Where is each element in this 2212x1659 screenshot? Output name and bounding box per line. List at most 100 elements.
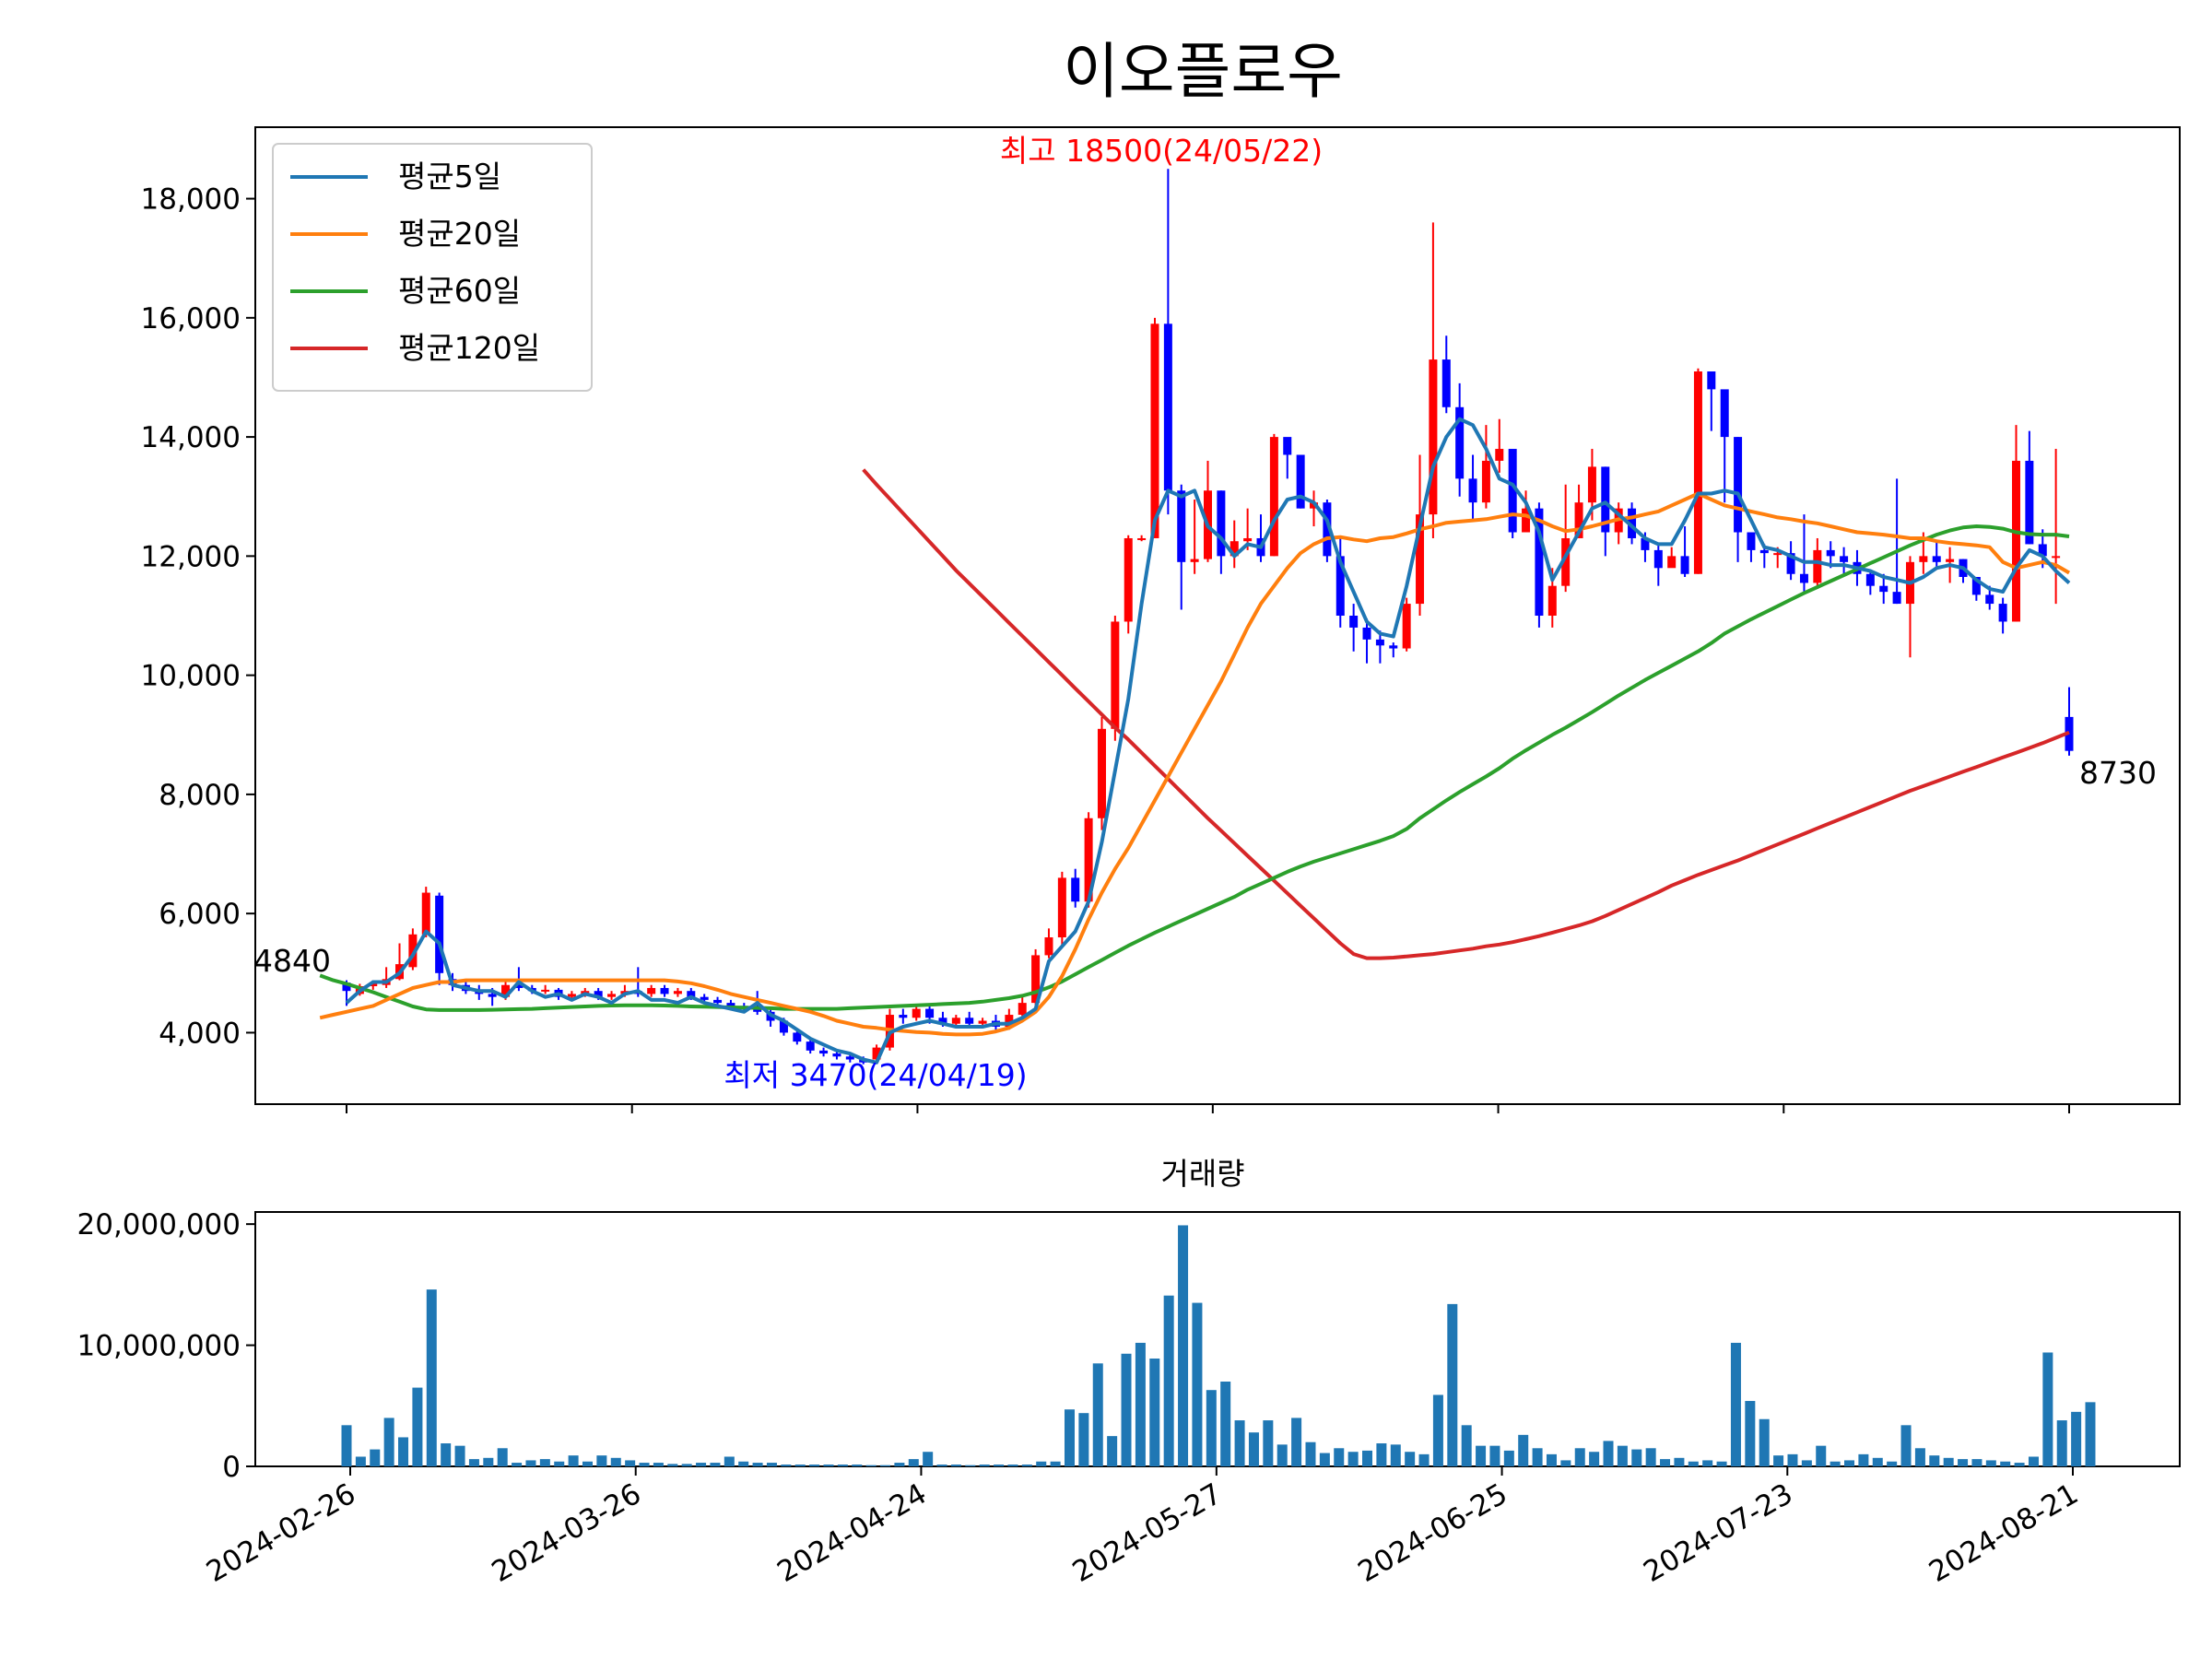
candle-body bbox=[1720, 389, 1729, 438]
volume-bar bbox=[710, 1463, 721, 1466]
volume-bar bbox=[880, 1465, 891, 1466]
legend-label-ma5: 평균5일 bbox=[398, 159, 501, 194]
volume-bar bbox=[454, 1445, 465, 1466]
candle-body bbox=[594, 991, 603, 997]
volume-bar bbox=[1574, 1448, 1585, 1466]
candle-body bbox=[1005, 1015, 1014, 1027]
volume-bar bbox=[696, 1463, 707, 1466]
candle-body bbox=[899, 1015, 908, 1018]
volume-bar bbox=[752, 1463, 763, 1466]
volume-bar bbox=[383, 1418, 394, 1466]
legend-box bbox=[272, 143, 593, 392]
candle-body bbox=[779, 1020, 788, 1033]
volume-bar bbox=[398, 1437, 409, 1466]
candle-body bbox=[965, 1018, 974, 1024]
volume-bar bbox=[1461, 1425, 1472, 1466]
candle-body bbox=[938, 1018, 947, 1024]
volume-bar bbox=[1489, 1445, 1500, 1466]
candle-body bbox=[1547, 585, 1557, 616]
candle-body bbox=[660, 987, 669, 994]
candle-body bbox=[1349, 616, 1359, 628]
volume-bar bbox=[1688, 1461, 1699, 1466]
candle-body bbox=[1429, 359, 1438, 515]
candle-body bbox=[1759, 549, 1769, 554]
volume-bar bbox=[1617, 1445, 1628, 1466]
price-ytick-label: 10,000 bbox=[141, 660, 241, 693]
candle-body bbox=[1919, 556, 1928, 562]
candle-body bbox=[1587, 466, 1596, 503]
price-plot-area bbox=[254, 126, 2181, 1105]
candle-body bbox=[1601, 466, 1610, 533]
volume-bar bbox=[2056, 1420, 2067, 1466]
volume-bar bbox=[483, 1457, 494, 1466]
volume-bar bbox=[1816, 1445, 1827, 1466]
volume-ytick-label: 0 bbox=[222, 1451, 241, 1484]
candle-body bbox=[925, 1008, 935, 1018]
candle-body bbox=[1335, 556, 1345, 616]
volume-bar bbox=[1163, 1295, 1174, 1466]
volume-bar bbox=[794, 1465, 806, 1466]
volume-bar bbox=[781, 1465, 792, 1466]
volume-bar bbox=[1362, 1450, 1373, 1466]
candle-body bbox=[832, 1053, 841, 1057]
volume-bar bbox=[1432, 1394, 1443, 1466]
volume-bar bbox=[1192, 1302, 1203, 1466]
volume-bar bbox=[412, 1387, 423, 1466]
volume-bar bbox=[512, 1463, 523, 1466]
volume-plot-area bbox=[254, 1211, 2181, 1467]
candle-body bbox=[1111, 621, 1120, 729]
volume-bar bbox=[1447, 1303, 1458, 1466]
volume-bar bbox=[936, 1465, 947, 1466]
candle-body bbox=[1522, 508, 1531, 533]
volume-bar bbox=[1121, 1353, 1132, 1466]
candle-body bbox=[1296, 454, 1305, 509]
candle-body bbox=[845, 1056, 854, 1060]
volume-bar bbox=[639, 1463, 650, 1466]
last-close-annotation: 8730 bbox=[2079, 755, 2157, 791]
volume-bar bbox=[582, 1461, 593, 1466]
volume-bar bbox=[738, 1461, 749, 1466]
candle-body bbox=[793, 1032, 802, 1042]
volume-bar bbox=[468, 1459, 479, 1466]
volume-bar bbox=[908, 1459, 919, 1466]
candle-body bbox=[806, 1041, 815, 1051]
volume-bar bbox=[1631, 1449, 1642, 1466]
volume-bar bbox=[1149, 1359, 1160, 1466]
legend-entry-ma20: 평균20일 bbox=[290, 216, 521, 252]
candle-body bbox=[700, 996, 709, 1000]
candle-body bbox=[1667, 556, 1677, 569]
ma60-line bbox=[319, 524, 2070, 1012]
candle-body bbox=[1402, 604, 1411, 649]
candle-body bbox=[753, 1008, 762, 1012]
candle-body bbox=[1826, 549, 1835, 557]
volume-bar bbox=[2085, 1402, 2096, 1466]
candle-body bbox=[1508, 449, 1517, 533]
candle-body bbox=[1734, 437, 1743, 533]
candle-body bbox=[1946, 559, 1955, 562]
legend-entry-ma5: 평균5일 bbox=[290, 159, 501, 194]
candle-body bbox=[421, 892, 430, 935]
price-ytick-label: 14,000 bbox=[141, 421, 241, 454]
volume-bar bbox=[1248, 1432, 1259, 1466]
candle-body bbox=[1680, 556, 1689, 574]
volume-bar bbox=[809, 1465, 820, 1466]
volume-bar bbox=[724, 1456, 735, 1466]
volume-bar bbox=[1518, 1434, 1529, 1466]
candle-body bbox=[1071, 877, 1080, 902]
volume-ytick-label: 10,000,000 bbox=[77, 1330, 241, 1363]
volume-bar bbox=[1546, 1453, 1557, 1466]
volume-bar bbox=[965, 1465, 976, 1466]
volume-bar bbox=[1263, 1420, 1274, 1466]
candle-body bbox=[1137, 537, 1147, 540]
candle-body bbox=[1269, 437, 1278, 557]
candle-body bbox=[1283, 437, 1292, 455]
volume-bar bbox=[1220, 1382, 1231, 1466]
volume-bar bbox=[1376, 1443, 1387, 1466]
volume-bar bbox=[1773, 1455, 1784, 1466]
legend: 평균5일 평균20일 평균60일 평균120일 bbox=[272, 143, 593, 392]
candle-body bbox=[1375, 639, 1384, 646]
volume-bar bbox=[1135, 1342, 1146, 1466]
candle-body bbox=[1163, 324, 1172, 491]
candle-body bbox=[673, 991, 682, 994]
volume-bar bbox=[1787, 1453, 1798, 1466]
